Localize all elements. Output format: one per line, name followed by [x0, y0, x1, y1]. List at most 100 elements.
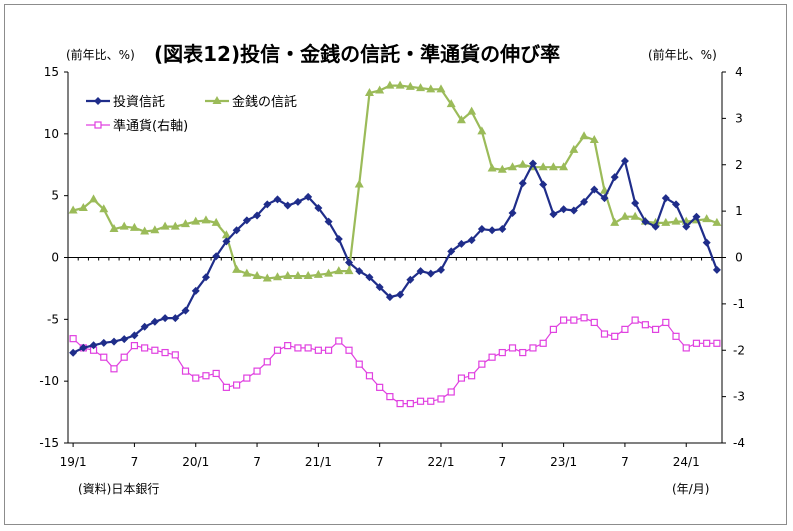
series-point [141, 344, 149, 352]
series-point [641, 321, 649, 329]
series-point [89, 341, 98, 350]
series-point [109, 337, 118, 346]
series-point [529, 344, 537, 352]
series-line [72, 158, 718, 354]
x-tick-label: 7 [498, 455, 506, 469]
series-point [181, 367, 190, 375]
series-point [600, 194, 609, 203]
series-point [661, 217, 671, 226]
series-point [201, 273, 210, 282]
series-point [375, 85, 385, 94]
series-point [519, 348, 527, 357]
series-point [170, 221, 180, 230]
series-point [252, 271, 262, 280]
series-point [549, 210, 558, 219]
series-point [488, 353, 496, 361]
series-point [232, 264, 242, 273]
right-tick-label: -4 [733, 436, 745, 450]
x-tick-label: 21/1 [305, 455, 332, 469]
series-point [284, 342, 292, 350]
series-point [150, 225, 160, 234]
series-point [620, 211, 630, 220]
series-point [468, 372, 476, 380]
series-point [324, 217, 333, 226]
series-point [559, 205, 568, 214]
series-point [89, 194, 99, 203]
series-point [344, 266, 354, 275]
series-point [426, 269, 435, 278]
series-point [590, 318, 598, 327]
series-point [467, 236, 476, 245]
series-point [192, 374, 200, 382]
series-point [662, 318, 670, 327]
series-point [253, 211, 262, 220]
right-tick-label: 3 [735, 111, 743, 125]
series-point [518, 159, 528, 168]
series-point [273, 195, 282, 204]
series-point [304, 192, 313, 201]
x-tick-label: 7 [376, 455, 384, 469]
series-point [396, 290, 405, 299]
series-point [610, 217, 620, 226]
series-point [151, 346, 159, 354]
series-point [313, 269, 323, 278]
series-point [477, 126, 487, 135]
series-point [426, 84, 436, 93]
source-note: (資料)日本銀行 [78, 482, 159, 496]
x-tick-label: 22/1 [428, 455, 455, 469]
series-point [242, 216, 251, 225]
series-point [569, 206, 578, 215]
series-point [671, 216, 681, 225]
series-point [437, 395, 445, 403]
series-point [243, 374, 251, 382]
x-tick-label: 20/1 [182, 455, 209, 469]
series-point [283, 271, 293, 280]
series-point [528, 159, 537, 168]
right-tick-label: 2 [735, 158, 743, 172]
legend-marker [94, 97, 102, 105]
series-point [262, 273, 272, 282]
left-tick-label: -15 [39, 436, 59, 450]
x-tick-label: 7 [621, 455, 629, 469]
series-point [651, 217, 661, 226]
series-point [120, 353, 128, 361]
left-tick-label: 5 [51, 189, 59, 203]
series-point [477, 225, 486, 234]
series-point [140, 226, 150, 235]
series-point [508, 344, 517, 352]
series-line [72, 84, 718, 280]
series-point [702, 214, 712, 223]
series-point [580, 197, 589, 206]
series-point [293, 197, 302, 206]
right-tick-label: -3 [733, 390, 745, 404]
right-tick-label: -2 [733, 343, 745, 357]
series-point [560, 316, 568, 324]
series-point [181, 306, 190, 315]
series-point [702, 238, 711, 247]
series-point [630, 211, 640, 220]
series-point [365, 372, 374, 380]
series-point [181, 219, 191, 228]
series-point [355, 360, 363, 368]
series-point [376, 383, 384, 391]
series-point [100, 353, 108, 361]
series-point [161, 314, 170, 323]
series-point [508, 162, 518, 171]
series-point [590, 185, 599, 194]
series-point [508, 208, 517, 217]
series-point [447, 388, 455, 396]
series-point [611, 332, 619, 340]
series-point [365, 273, 374, 282]
right-unit-label: (前年比、%) [648, 47, 717, 62]
series-point [253, 367, 261, 375]
series-point [589, 135, 599, 144]
series-point [212, 369, 220, 378]
series-point [161, 348, 169, 357]
series-point [569, 144, 579, 153]
series-point [427, 397, 435, 405]
series-point [539, 180, 548, 189]
left-tick-label: 10 [44, 127, 59, 141]
series-point [549, 325, 557, 333]
series-point [232, 226, 241, 235]
x-unit-label: (年/月) [672, 482, 709, 496]
